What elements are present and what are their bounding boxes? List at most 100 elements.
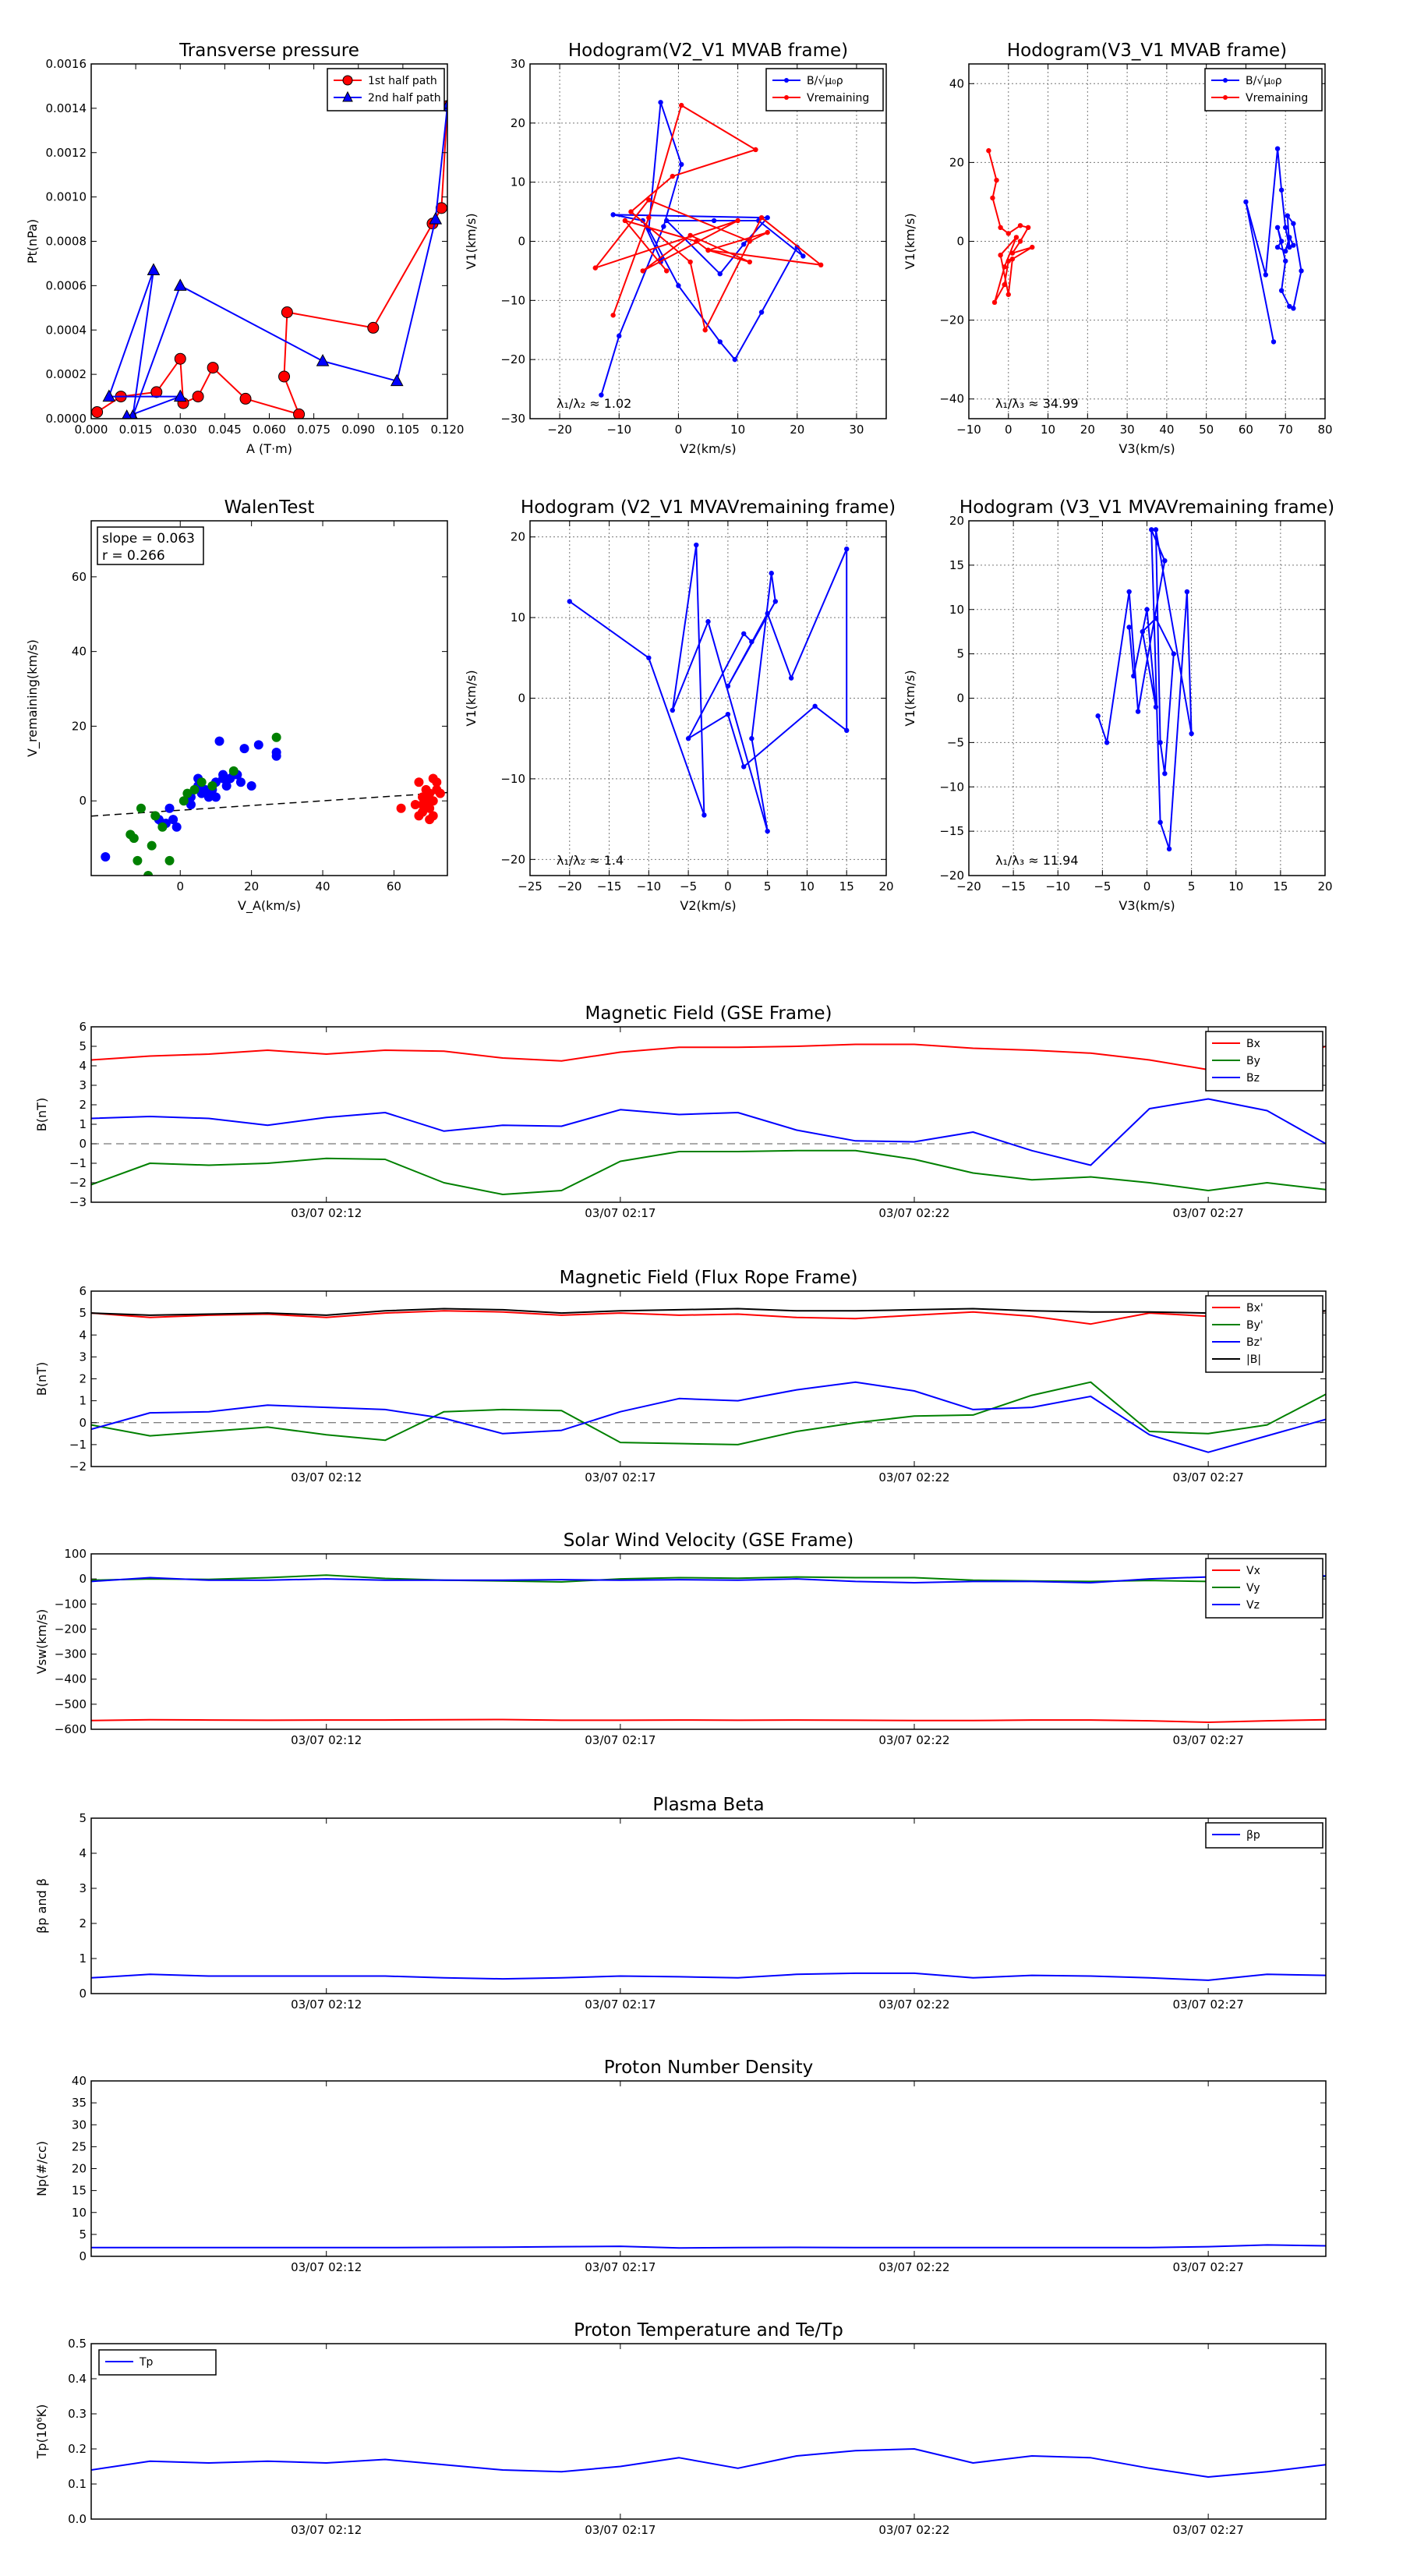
t6-xtick-label-1: 03/07 02:17 bbox=[585, 2523, 656, 2537]
t1-ytick-label-1: −2 bbox=[69, 1176, 87, 1190]
p5-series-0-point-6 bbox=[765, 828, 770, 834]
p4-chart: 0 20 40 60 0 20 40 60 WalenTest V_A(km/s) V_remain… bbox=[25, 497, 448, 914]
t4-series-0 bbox=[91, 1972, 1326, 1981]
t4-series-0-line bbox=[91, 1972, 1326, 1981]
t3-series-2-line bbox=[91, 1575, 1326, 1583]
p4-series-0-point-3 bbox=[186, 800, 196, 809]
p4-xlabel: V_A(km/s) bbox=[238, 898, 301, 914]
p3-series-1-point-15 bbox=[991, 299, 998, 306]
t3-chart: 03/07 02:12 03/07 02:17 03/07 02:22 03/07 0… bbox=[34, 1530, 1327, 1747]
t4-ytick-label-5: 5 bbox=[79, 1811, 87, 1825]
p5-ytick-label-3: 10 bbox=[511, 610, 525, 625]
t1-ytick-label-5: 2 bbox=[79, 1098, 87, 1112]
p2-series-1 bbox=[592, 102, 824, 333]
p1-series-1-point-1 bbox=[429, 212, 443, 225]
t3-ytick-label-0: −600 bbox=[55, 1722, 87, 1736]
p3-xtick-label-4: 30 bbox=[1120, 423, 1135, 437]
p2-series-1-point-18 bbox=[765, 229, 770, 235]
p4-annotation-text: slope = 0.063 bbox=[102, 531, 195, 547]
p1-series-0-point-12 bbox=[150, 386, 163, 398]
p6-grid bbox=[969, 521, 1325, 876]
t4-ylabel: βp and β bbox=[34, 1878, 49, 1934]
t5-ytick-label-1: 5 bbox=[79, 2227, 87, 2242]
p6-series-0-point-14 bbox=[1153, 615, 1159, 621]
p4-series-1-point-4 bbox=[143, 871, 154, 876]
p6-xtick-label-5: 5 bbox=[1188, 879, 1196, 893]
p1-legend-marker-1 bbox=[342, 90, 353, 102]
t5-ytick-label-7: 35 bbox=[72, 2096, 87, 2110]
t6-series-0 bbox=[91, 2448, 1326, 2478]
t2-legend: Bx' By' Bz' |B| bbox=[1205, 1295, 1323, 1373]
t1-series-0 bbox=[91, 1043, 1326, 1070]
p2-plot-area bbox=[530, 64, 886, 419]
t2-series-2 bbox=[91, 1381, 1326, 1453]
p1-legend-marker-0 bbox=[342, 75, 353, 86]
p3-series-0-point-19 bbox=[1291, 242, 1296, 248]
t3-title: Solar Wind Velocity (GSE Frame) bbox=[564, 1530, 853, 1551]
p1-ytick-label-0: 0.0000 bbox=[46, 412, 87, 426]
t3-ylabel: Vsw(km/s) bbox=[34, 1609, 49, 1674]
t1-legend-label-2: Bz bbox=[1246, 1072, 1260, 1085]
p4-series-2-point-0 bbox=[396, 803, 406, 813]
p5-xtick-label-1: −20 bbox=[557, 879, 582, 893]
p1-series-0-point-4 bbox=[281, 306, 293, 318]
p4-ytick-label-2: 40 bbox=[72, 645, 87, 659]
p4-series-0-point-1 bbox=[164, 803, 175, 813]
t5-ytick-label-6: 30 bbox=[72, 2118, 87, 2132]
p3-series-1-point-9 bbox=[1030, 244, 1035, 250]
p4-series-2 bbox=[396, 773, 445, 825]
p4-series-0-point-16 bbox=[271, 751, 281, 761]
p3-series-1-point-0 bbox=[986, 148, 991, 154]
p2-series-1-point-22 bbox=[663, 268, 670, 274]
p3-ytick-label-0: −40 bbox=[939, 392, 964, 406]
t4-xtick-label-1: 03/07 02:17 bbox=[585, 1997, 656, 2012]
p2-series-0-point-8 bbox=[732, 356, 737, 363]
p1-xtick-label-7: 0.105 bbox=[386, 423, 419, 437]
p1-xtick-label-0: 0.000 bbox=[75, 423, 108, 437]
p2-ylabel: V1(km/s) bbox=[464, 213, 479, 269]
p3-series-1-point-10 bbox=[1009, 257, 1016, 262]
p2-series-0-point-6 bbox=[676, 283, 681, 288]
t2-plot-area bbox=[91, 1291, 1326, 1467]
p2-series-0-point-13 bbox=[711, 218, 717, 224]
p6-series-0-point-9 bbox=[1189, 731, 1194, 737]
p3-series-0-point-10 bbox=[1291, 306, 1296, 311]
p1-series-1-point-6 bbox=[147, 263, 161, 275]
p6-ytick-label-2: −10 bbox=[939, 780, 964, 794]
p6-xtick-label-3: −5 bbox=[1094, 879, 1111, 893]
p6-xlabel: V3(km/s) bbox=[1119, 898, 1175, 913]
p1-xtick-label-4: 0.060 bbox=[253, 423, 286, 437]
p6-series-0-line bbox=[1097, 529, 1193, 850]
p4-xtick-label-2: 40 bbox=[316, 879, 330, 893]
p2-series-0-point-3 bbox=[679, 161, 684, 168]
p1-chart: 0.000 0.015 0.030 0.045 0.060 0.075 0.090 0.105… bbox=[25, 41, 464, 456]
p1-legend-label-0: 1st half path bbox=[368, 75, 437, 87]
p6-xtick-label-0: −20 bbox=[956, 879, 981, 893]
t5-series-0-line bbox=[91, 2244, 1326, 2249]
p6-series-0-point-16 bbox=[1153, 704, 1159, 710]
t2-ytick-label-6: 4 bbox=[79, 1328, 87, 1342]
t2-xtick-label-1: 03/07 02:17 bbox=[585, 1470, 656, 1484]
t1-series-2-line bbox=[91, 1098, 1326, 1166]
p2-legend-marker-1 bbox=[784, 95, 789, 100]
p4-series-1-point-1 bbox=[136, 803, 146, 813]
p4-series-2-point-10 bbox=[425, 815, 435, 825]
p3-annotation-text: λ₁/λ₃ ≈ 34.99 bbox=[995, 396, 1079, 411]
t3-ytick-label-4: −200 bbox=[55, 1622, 87, 1636]
p5-series-0-point-20 bbox=[749, 639, 755, 645]
p3-legend-marker-0 bbox=[1223, 78, 1228, 83]
p5-series-0-point-9 bbox=[772, 599, 779, 604]
p1-xtick-label-5: 0.075 bbox=[297, 423, 330, 437]
p2-ytick-label-4: 10 bbox=[511, 175, 525, 189]
p3-series-0-point-3 bbox=[1274, 146, 1281, 151]
t5-ytick-label-8: 40 bbox=[72, 2074, 87, 2088]
t3-series-2 bbox=[91, 1575, 1326, 1583]
p4-plot-area bbox=[91, 521, 447, 876]
p4-series-0-point-28 bbox=[239, 744, 249, 754]
p4-series-1 bbox=[125, 732, 281, 876]
p5-series-0-point-10 bbox=[725, 683, 731, 689]
p5-xtick-label-7: 10 bbox=[800, 879, 815, 893]
p5-ylabel: V1(km/s) bbox=[464, 670, 479, 726]
p6-series-0-point-4 bbox=[1162, 557, 1168, 564]
p2-series-0-point-9 bbox=[758, 310, 765, 315]
